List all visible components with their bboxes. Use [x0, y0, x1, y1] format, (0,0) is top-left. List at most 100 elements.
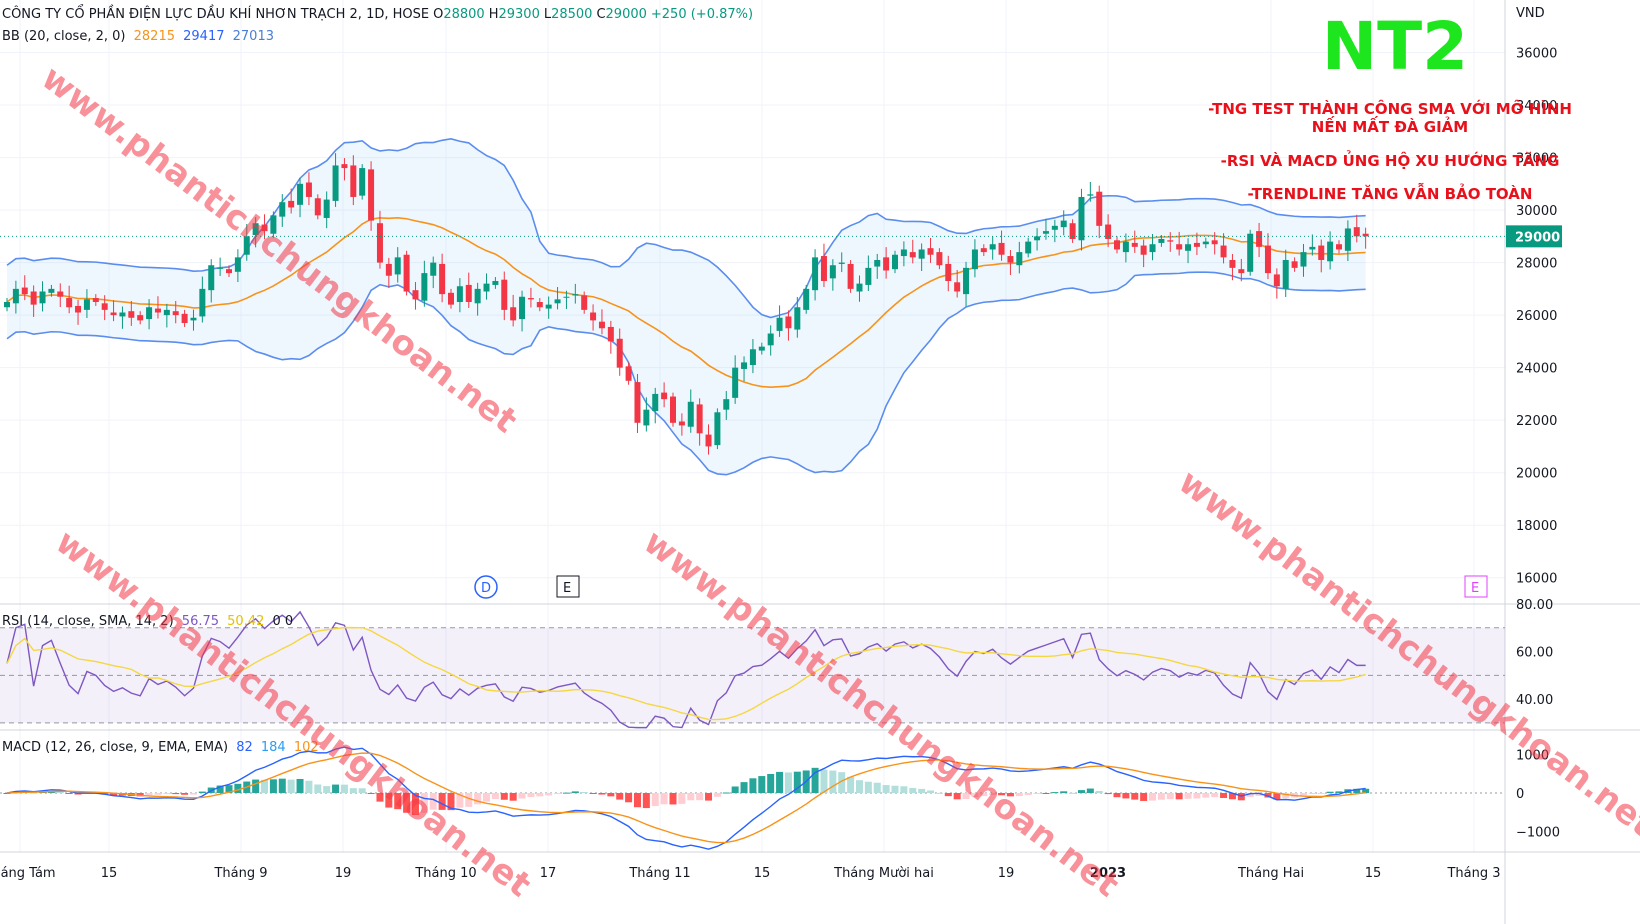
- price-tick-label: 34000: [1516, 99, 1557, 114]
- candle-body: [1105, 224, 1112, 239]
- macd-legend[interactable]: MACD (12, 26, close, 9, EMA, EMA) 82 184…: [2, 740, 323, 755]
- rsi-tick-label: 60.00: [1516, 646, 1553, 661]
- candle-body: [66, 298, 73, 308]
- candle-body: [483, 283, 490, 292]
- candle-body: [1202, 241, 1209, 245]
- candle-body: [332, 165, 339, 201]
- rsi-label: RSI (14, close, SMA, 14, 2): [2, 614, 174, 629]
- macd-histogram-bar: [465, 793, 473, 807]
- note-line-3: -RSI VÀ MACD ỦNG HỘ XU HƯỚNG TĂNG: [1220, 152, 1560, 170]
- candle-body: [767, 333, 774, 346]
- candle-body: [1140, 245, 1147, 255]
- macd-histogram-bar: [1033, 793, 1041, 794]
- candle-body: [545, 304, 552, 309]
- time-tick-label: Tháng Hai: [1237, 866, 1304, 881]
- candle-body: [1256, 231, 1263, 247]
- candle-body: [563, 296, 570, 298]
- macd-histogram-bar: [705, 793, 713, 801]
- candle-body: [12, 288, 19, 304]
- dividend-marker: [474, 575, 498, 599]
- macd-histogram-bar: [767, 773, 775, 793]
- macd-histogram-bar: [216, 785, 224, 793]
- macd-histogram-bar: [731, 786, 739, 793]
- macd-histogram-bar: [483, 793, 491, 802]
- earnings-marker: [556, 575, 580, 598]
- macd-histogram-bar: [154, 793, 162, 795]
- macd-histogram-bar: [607, 793, 615, 797]
- candle-body: [803, 288, 810, 310]
- macd-histogram-bar: [385, 793, 393, 808]
- time-tick-label: Tháng Tám: [0, 866, 56, 881]
- note-line-2: NẾN MẤT ĐÀ GIẢM: [1311, 118, 1469, 136]
- candle-body: [465, 284, 472, 302]
- macd-hist-value: 102: [293, 740, 319, 755]
- change-value: +250 (+0.87%): [650, 7, 754, 22]
- candle-body: [385, 263, 392, 276]
- earnings-marker-future-label: E: [1471, 581, 1479, 596]
- macd-histogram-bar: [1273, 793, 1281, 800]
- macd-histogram-bar: [1069, 792, 1077, 794]
- macd-histogram-bar: [953, 793, 961, 800]
- macd-histogram-bar: [65, 793, 73, 794]
- candle-body: [154, 308, 161, 313]
- high-value: 29300: [498, 7, 540, 22]
- candle-body: [279, 202, 286, 217]
- macd-histogram-bar: [1211, 793, 1219, 798]
- candle-body: [714, 412, 721, 446]
- macd-histogram-bar: [536, 793, 544, 797]
- macd-histogram-bar: [456, 793, 464, 808]
- rsi-tick-label: 40.00: [1516, 693, 1553, 708]
- macd-histogram-bar: [1095, 790, 1103, 793]
- candle-body: [1167, 240, 1174, 242]
- macd-histogram-bar: [900, 786, 908, 793]
- macd-histogram-bar: [1335, 791, 1343, 793]
- candle-body: [92, 298, 99, 302]
- candle-body: [741, 362, 748, 369]
- price-tick-label: 36000: [1516, 47, 1557, 62]
- price-tick-label: 20000: [1516, 467, 1557, 482]
- macd-histogram-bar: [145, 793, 153, 796]
- macd-histogram-bar: [962, 793, 970, 800]
- macd-histogram-bar: [252, 779, 260, 793]
- macd-histogram-bar: [110, 793, 118, 796]
- macd-histogram-bar: [855, 780, 863, 793]
- macd-histogram-bar: [873, 782, 881, 793]
- candle-body: [758, 346, 765, 351]
- candle-body: [1344, 228, 1351, 251]
- macd-histogram-bar: [1317, 793, 1325, 794]
- open-value: 28800: [443, 7, 485, 22]
- macd-histogram-bar: [438, 793, 446, 810]
- macd-histogram-bar: [56, 791, 64, 793]
- macd-histogram-bar: [340, 784, 348, 793]
- bb-legend[interactable]: BB (20, close, 2, 0) 28215 29417 27013: [2, 29, 278, 44]
- candle-body: [1273, 274, 1280, 287]
- bb-band-fill: [7, 138, 1366, 475]
- candle-body: [1158, 238, 1165, 243]
- candle-body: [439, 263, 446, 295]
- macd-signal-line: [6, 752, 1366, 844]
- time-tick-label: 2023: [1090, 866, 1126, 881]
- macd-histogram-bar: [1024, 793, 1032, 796]
- time-tick-label: 19: [335, 866, 352, 881]
- macd-histogram-bar: [1042, 792, 1050, 794]
- candle-body: [1220, 245, 1227, 258]
- dividend-marker-label: D: [481, 581, 491, 596]
- price-tick-label: 30000: [1516, 204, 1557, 219]
- rsi-legend[interactable]: RSI (14, close, SMA, 14, 2) 56.75 50.42 …: [2, 614, 297, 629]
- candle-body: [1007, 256, 1014, 263]
- candle-body: [536, 302, 543, 308]
- candle-body: [900, 249, 907, 257]
- candle-body: [421, 273, 428, 301]
- macd-histogram-bar: [1202, 793, 1210, 798]
- candle-body: [634, 382, 641, 423]
- candle-body: [616, 338, 623, 368]
- candle-body: [350, 165, 357, 197]
- macd-histogram-bar: [349, 788, 357, 793]
- candle-body: [519, 296, 526, 320]
- note-line-1: -TNG TEST THÀNH CÔNG SMA VỚI MÔ HÌNH: [1208, 100, 1572, 118]
- macd-label: MACD (12, 26, close, 9, EMA, EMA): [2, 740, 229, 755]
- macd-histogram-bar: [935, 792, 943, 794]
- price-tick-label: 16000: [1516, 572, 1557, 587]
- candle-body: [39, 291, 46, 304]
